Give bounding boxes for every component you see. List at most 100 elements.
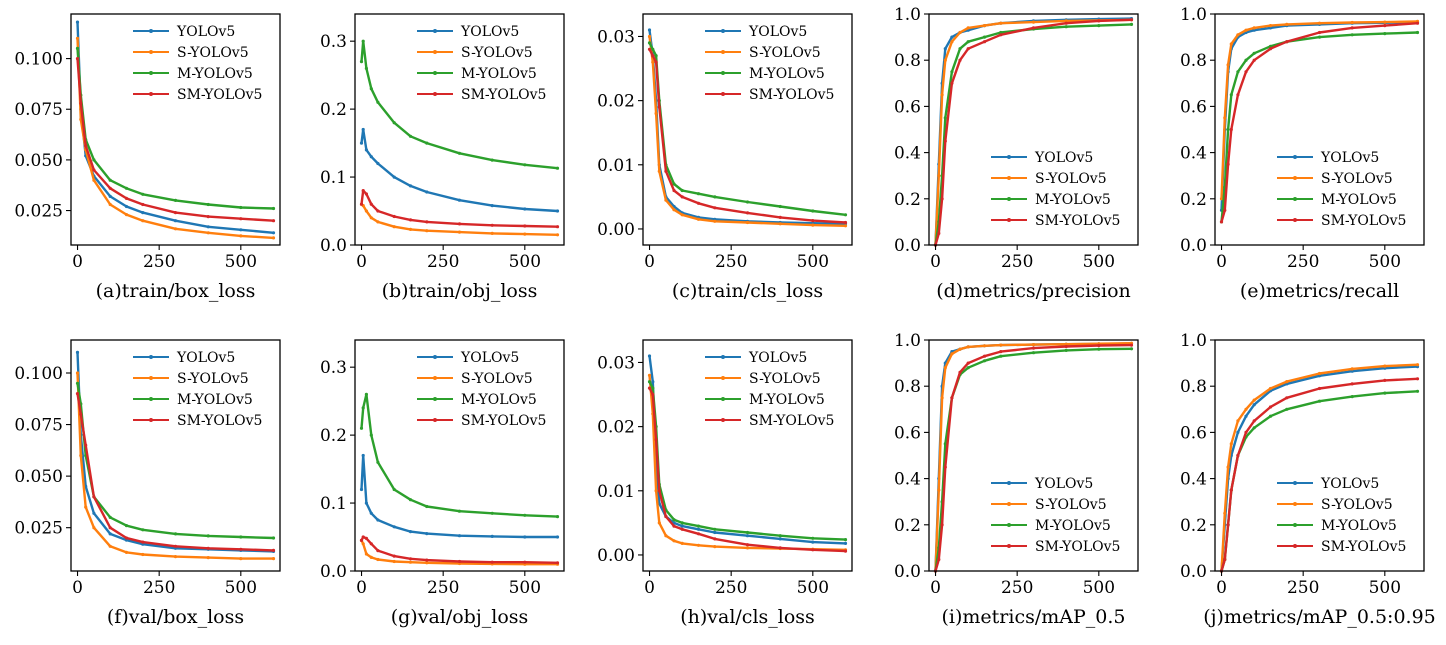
y-tick-label-c-0: 0.00 — [597, 220, 635, 240]
data-point-f-3-6 — [141, 540, 145, 544]
series-line-i-1 — [934, 342, 1132, 572]
legend-marker-a-1 — [149, 50, 153, 54]
axes-frame-i — [928, 339, 1139, 572]
legend-label-d-2: M-YOLOv5 — [1035, 192, 1111, 208]
data-point-d-2-3 — [943, 116, 947, 120]
data-point-b-3-0 — [359, 202, 364, 206]
axes-frame-e — [1214, 13, 1425, 246]
legend-label-b-1: S-YOLOv5 — [461, 45, 533, 61]
legend-label-h-2: M-YOLOv5 — [749, 392, 825, 408]
data-point-j-1-12 — [1415, 363, 1420, 367]
data-point-h-3-1 — [651, 392, 655, 397]
data-point-a-3-8 — [206, 215, 210, 219]
data-point-f-3-4 — [108, 526, 112, 530]
data-point-g-1-5 — [392, 559, 396, 564]
data-point-a-0-9 — [239, 228, 243, 232]
data-point-j-1-10 — [1350, 367, 1354, 371]
data-point-f-2-0 — [75, 381, 80, 385]
data-point-c-0-0 — [647, 28, 652, 32]
x-tick-label-j-2: 500 — [1369, 578, 1401, 598]
legend-marker-i-2 — [1007, 523, 1011, 527]
data-point-g-1-7 — [425, 561, 429, 565]
x-tick-label-h-0: 0 — [644, 578, 655, 598]
y-tick-label-e-1: 0.2 — [1180, 190, 1207, 210]
legend-marker-g-2 — [433, 397, 437, 401]
data-point-g-3-6 — [408, 557, 413, 561]
y-tick-label-j-4: 0.8 — [1180, 377, 1207, 397]
data-point-f-1-10 — [271, 557, 276, 561]
data-point-a-1-0 — [75, 36, 80, 40]
chart-panel-f: 0 250 500 0.025 0.050 0.075 0.100 (f)val/box_lo… — [14, 339, 281, 628]
data-point-b-1-7 — [425, 229, 429, 233]
data-point-i-2-7 — [982, 359, 987, 363]
data-point-d-1-5 — [958, 30, 962, 35]
data-point-g-2-5 — [392, 487, 396, 492]
x-tick-label-b-1: 250 — [427, 252, 459, 272]
legend-label-g-1: S-YOLOv5 — [461, 371, 533, 387]
x-tick-label-e-2: 500 — [1369, 252, 1401, 272]
data-point-c-3-11 — [811, 219, 815, 223]
x-tick-label-j-1: 250 — [1287, 578, 1319, 598]
data-point-g-0-11 — [555, 535, 560, 539]
data-point-e-3-11 — [1383, 24, 1387, 28]
data-point-g-2-0 — [359, 426, 364, 430]
data-point-a-1-7 — [173, 227, 178, 231]
y-tick-label-h-1: 0.01 — [597, 482, 635, 502]
legend-marker-d-2 — [1007, 197, 1011, 201]
data-point-b-1-4 — [376, 220, 380, 224]
data-point-c-2-1 — [651, 47, 655, 51]
data-point-j-3-6 — [1252, 419, 1256, 423]
legend-label-a-2: M-YOLOv5 — [177, 66, 253, 82]
x-tick-label-i-2: 500 — [1083, 578, 1115, 598]
data-point-b-3-4 — [376, 209, 380, 213]
data-point-i-2-10 — [1064, 348, 1068, 352]
data-point-g-2-2 — [364, 392, 368, 396]
data-point-f-3-7 — [173, 544, 178, 548]
data-point-a-1-9 — [239, 234, 243, 238]
data-point-f-1-7 — [173, 555, 178, 559]
data-point-j-3-4 — [1236, 453, 1240, 458]
y-tick-label-j-0: 0.0 — [1180, 562, 1207, 582]
legend-marker-h-2 — [721, 397, 725, 401]
data-point-j-2-6 — [1252, 426, 1256, 430]
data-point-i-1-4 — [950, 352, 954, 356]
y-tick-label-a-2: 0.075 — [14, 100, 63, 120]
y-tick-label-a-0: 0.025 — [14, 202, 63, 222]
data-point-c-3-2 — [654, 60, 658, 64]
data-point-i-2-8 — [999, 354, 1003, 358]
legend-marker-g-0 — [433, 355, 437, 359]
data-point-a-1-10 — [271, 236, 276, 240]
data-point-c-3-8 — [713, 206, 717, 210]
data-point-g-3-9 — [490, 560, 494, 564]
data-point-c-2-8 — [713, 195, 717, 199]
data-point-d-3-1 — [937, 231, 941, 235]
y-tick-label-i-4: 0.8 — [894, 377, 921, 397]
data-point-b-3-5 — [392, 214, 396, 219]
y-tick-label-d-3: 0.6 — [894, 97, 921, 117]
data-point-j-2-11 — [1383, 391, 1387, 395]
data-point-j-0-9 — [1317, 374, 1322, 378]
x-tick-label-g-0: 0 — [356, 578, 367, 598]
data-point-f-3-8 — [206, 546, 210, 550]
data-point-g-1-1 — [361, 542, 365, 546]
data-point-b-0-6 — [408, 184, 413, 188]
data-point-e-0-7 — [1268, 26, 1273, 30]
y-tick-label-d-5: 1.0 — [894, 5, 921, 25]
data-point-a-0-5 — [124, 204, 129, 209]
data-point-b-2-4 — [376, 100, 380, 104]
data-point-d-2-6 — [966, 40, 970, 44]
data-point-j-3-3 — [1229, 488, 1233, 492]
data-point-h-3-6 — [680, 527, 684, 531]
data-point-b-2-7 — [425, 141, 429, 145]
legend-marker-g-1 — [433, 376, 437, 380]
data-point-g-3-2 — [364, 536, 368, 541]
y-tick-label-b-1: 0.1 — [320, 168, 347, 188]
chart-panel-c: 0 250 500 0.00 0.01 0.02 0.03 (c)train/cls_loss… — [597, 13, 853, 302]
data-point-i-3-7 — [982, 354, 987, 358]
legend-marker-b-1 — [433, 50, 437, 54]
data-point-f-0-0 — [75, 350, 80, 354]
data-point-a-0-8 — [206, 225, 210, 229]
legend-label-h-0: YOLOv5 — [748, 350, 807, 366]
data-point-b-0-9 — [490, 204, 494, 208]
data-point-e-2-3 — [1229, 93, 1233, 97]
